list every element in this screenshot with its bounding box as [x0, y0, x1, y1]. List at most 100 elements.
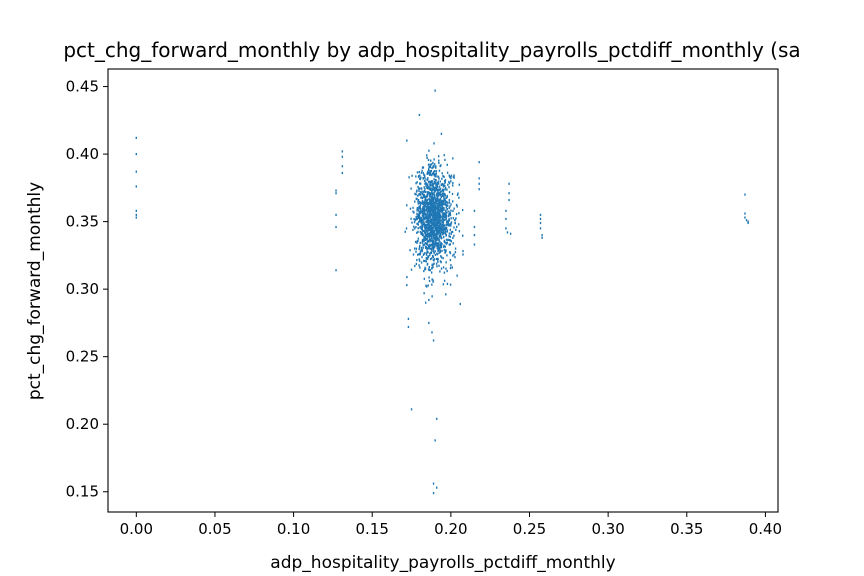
- scatter-point: [433, 218, 435, 221]
- scatter-point: [421, 256, 423, 259]
- scatter-point: [443, 232, 445, 235]
- scatter-point: [437, 189, 439, 192]
- scatter-point: [428, 211, 431, 214]
- scatter-point: [424, 242, 427, 245]
- scatter-point: [441, 227, 444, 230]
- scatter-point: [434, 175, 436, 178]
- scatter-point: [448, 239, 451, 242]
- scatter-point: [419, 220, 422, 223]
- scatter-point: [452, 181, 454, 185]
- scatter-point: [443, 175, 445, 179]
- scatter-point: [435, 231, 438, 234]
- scatter-point: [428, 223, 430, 226]
- scatter-point: [457, 192, 459, 195]
- scatter-point: [436, 231, 439, 234]
- scatter-point: [452, 242, 454, 245]
- scatter-point: [432, 184, 434, 187]
- scatter-point: [433, 222, 435, 225]
- scatter-point: [440, 203, 442, 206]
- scatter-point: [429, 183, 431, 186]
- scatter-point: [444, 245, 447, 248]
- scatter-point: [341, 165, 344, 168]
- scatter-point: [437, 221, 440, 225]
- scatter-point: [436, 228, 439, 231]
- scatter-point: [444, 193, 446, 196]
- scatter-point: [443, 207, 445, 210]
- x-axis-label: adp_hospitality_payrolls_pctdiff_monthly: [270, 553, 615, 573]
- scatter-point: [428, 187, 430, 190]
- scatter-point: [432, 247, 434, 250]
- scatter-point: [423, 252, 425, 256]
- scatter-point: [459, 302, 461, 306]
- scatter-point: [435, 217, 438, 221]
- scatter-point: [410, 187, 412, 190]
- scatter-point: [745, 219, 748, 222]
- scatter-point: [429, 258, 432, 261]
- scatter-point: [432, 216, 435, 219]
- scatter-point: [437, 208, 440, 212]
- scatter-point: [417, 253, 419, 256]
- scatter-point: [419, 205, 421, 208]
- scatter-point: [429, 210, 431, 213]
- scatter-point: [438, 249, 440, 252]
- scatter-point: [446, 171, 449, 174]
- scatter-point: [449, 239, 452, 242]
- scatter-point: [439, 194, 441, 197]
- scatter-point: [427, 158, 430, 162]
- scatter-point: [427, 184, 429, 187]
- scatter-point: [420, 225, 422, 228]
- scatter-point: [429, 207, 432, 210]
- scatter-point: [441, 193, 443, 196]
- scatter-point: [423, 210, 426, 214]
- scatter-point: [416, 197, 418, 201]
- scatter-point: [414, 227, 416, 230]
- scatter-point: [441, 218, 444, 221]
- scatter-point: [435, 186, 437, 190]
- scatter-point: [426, 193, 429, 196]
- scatter-point: [425, 242, 427, 246]
- scatter-point: [438, 251, 440, 254]
- scatter-point: [413, 211, 415, 214]
- scatter-point: [432, 166, 434, 169]
- scatter-point: [427, 207, 429, 210]
- scatter-point: [438, 205, 440, 208]
- scatter-point: [424, 267, 427, 271]
- scatter-point: [418, 259, 421, 262]
- scatter-point: [413, 217, 415, 221]
- scatter-point: [421, 202, 424, 205]
- scatter-point: [442, 201, 444, 205]
- scatter-point: [442, 257, 444, 260]
- scatter-point: [440, 236, 442, 240]
- scatter-point: [434, 202, 436, 205]
- scatter-point: [434, 243, 436, 246]
- scatter-point: [419, 266, 421, 269]
- scatter-point: [417, 209, 420, 212]
- scatter-point: [436, 181, 438, 185]
- scatter-point: [437, 180, 439, 183]
- scatter-point: [432, 259, 435, 262]
- scatter-point: [428, 221, 430, 224]
- scatter-point: [451, 266, 453, 269]
- scatter-point: [135, 209, 138, 212]
- scatter-point: [431, 224, 433, 227]
- scatter-point: [429, 195, 431, 198]
- scatter-point: [433, 207, 436, 210]
- scatter-point: [426, 223, 429, 226]
- scatter-point: [426, 226, 428, 230]
- scatter-point: [433, 211, 436, 214]
- scatter-point: [429, 206, 431, 209]
- scatter-point: [431, 210, 434, 213]
- scatter-point: [422, 218, 425, 221]
- scatter-point: [455, 217, 457, 220]
- scatter-point: [431, 193, 434, 196]
- scatter-point: [437, 197, 439, 200]
- scatter-point: [341, 171, 344, 175]
- scatter-point: [417, 230, 419, 233]
- scatter-point: [441, 172, 443, 175]
- scatter-point: [453, 207, 455, 210]
- scatter-point: [414, 240, 417, 244]
- scatter-point: [405, 227, 408, 230]
- scatter-point: [421, 210, 423, 213]
- scatter-point: [430, 199, 433, 202]
- scatter-point: [443, 197, 445, 200]
